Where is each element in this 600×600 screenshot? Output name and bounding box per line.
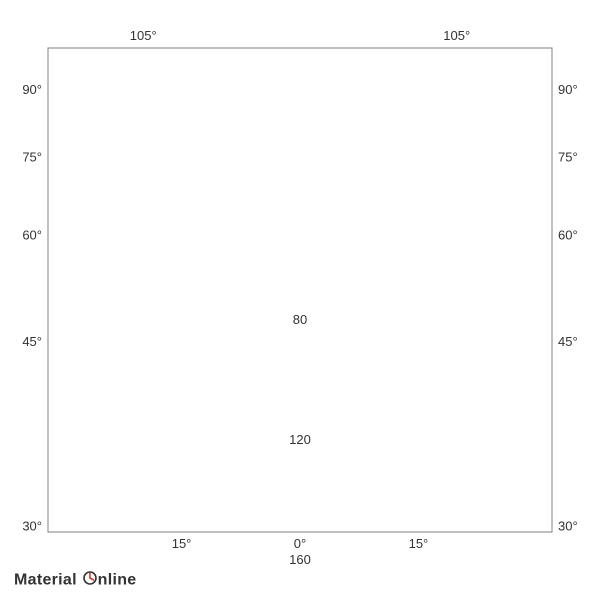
watermark-text-a: Material: [14, 572, 77, 589]
radius-label: 80: [293, 312, 307, 327]
angle-label: 45°: [22, 334, 42, 349]
angle-label: 75°: [22, 150, 42, 165]
radius-label: 160: [289, 552, 311, 567]
chart-container: 80 120 160 105° 90° 75° 60° 45° 30° 15° 0° 15° 30° 45…: [0, 0, 600, 600]
angle-label: 75°: [558, 150, 578, 165]
angle-label: 90°: [558, 82, 578, 97]
radius-label: 120: [289, 432, 311, 447]
angle-label: 60°: [558, 227, 578, 242]
watermark-text-b: nline: [98, 572, 137, 589]
clock-icon: [83, 571, 97, 590]
angle-label: 105°: [443, 28, 470, 43]
angle-label: 30°: [22, 518, 42, 533]
angle-label: 90°: [22, 82, 42, 97]
angle-label: 15°: [409, 536, 429, 551]
angle-label: 45°: [558, 334, 578, 349]
polar-chart: 80 120 160 105° 90° 75° 60° 45° 30° 15° 0° 15° 30° 45…: [10, 10, 590, 570]
angle-label: 105°: [130, 28, 157, 43]
angle-label: 15°: [172, 536, 192, 551]
watermark: Material nline: [14, 571, 136, 590]
angle-label: 0°: [294, 536, 306, 551]
angle-label: 30°: [558, 518, 578, 533]
angle-label: 60°: [22, 227, 42, 242]
